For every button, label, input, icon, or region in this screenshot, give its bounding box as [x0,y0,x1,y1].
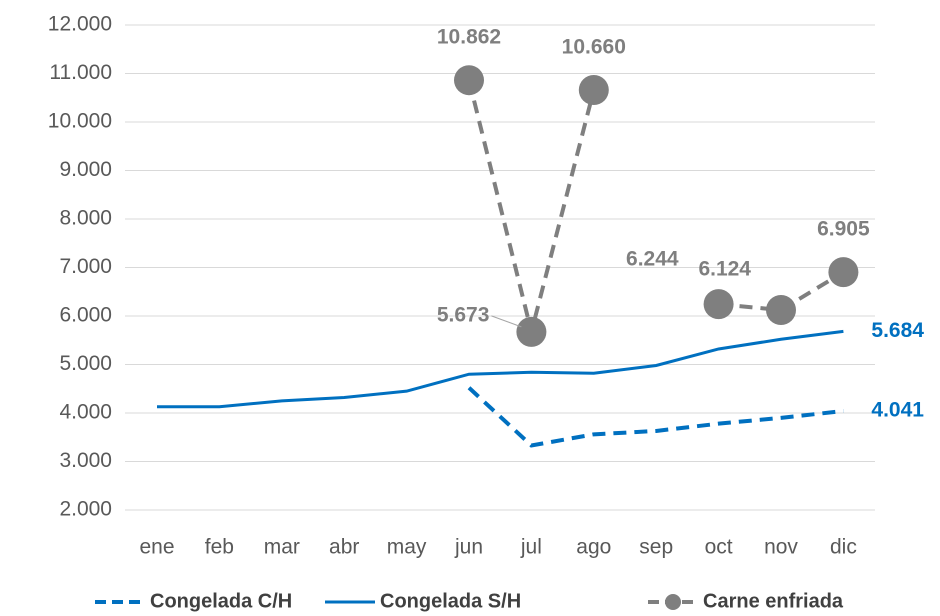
x-tick-label: ene [139,536,174,559]
data-label: 6.244 [626,248,679,271]
series-line [467,386,844,448]
x-tick-label: oct [705,536,733,559]
data-label: 6.124 [698,258,751,281]
y-tick-label: 6.000 [59,304,112,327]
y-tick-label: 4.000 [59,401,112,424]
marker [703,289,734,320]
marker [766,294,796,325]
series-line [467,79,596,333]
series-line [718,270,845,313]
marker [516,316,547,347]
x-tick-label: jun [454,536,483,559]
y-tick-label: 10.000 [48,110,112,133]
leader-line [491,315,522,328]
y-tick-label: 8.000 [59,207,112,230]
data-label: 4.041 [871,399,924,422]
x-tick-label: feb [205,536,234,559]
marker [828,257,859,288]
data-label: 10.660 [562,36,626,59]
y-tick-label: 5.000 [59,352,112,375]
x-tick-label: sep [639,536,673,559]
x-tick-label: abr [329,536,359,559]
y-tick-label: 7.000 [59,255,112,278]
data-label: 10.862 [437,26,501,49]
data-label: 5.684 [871,319,924,342]
data-label: 6.905 [817,218,870,241]
legend-marker [665,594,681,610]
data-label: 5.673 [437,303,490,326]
x-tick-label: jul [520,536,542,559]
series-line [157,329,844,409]
y-tick-label: 9.000 [59,158,112,181]
legend-label: Congelada C/H [150,590,292,612]
legend-label: Congelada S/H [380,590,521,612]
x-tick-label: may [387,536,427,559]
y-tick-label: 11.000 [49,61,112,84]
y-tick-label: 3.000 [59,449,112,472]
y-tick-label: 12.000 [48,13,112,36]
marker [454,65,484,96]
marker [578,74,609,105]
legend-label: Carne enfriada [703,590,844,612]
x-tick-label: ago [576,536,611,559]
x-tick-label: nov [764,536,798,559]
x-tick-label: mar [264,536,300,559]
y-tick-label: 2.000 [59,498,112,521]
x-tick-label: dic [830,536,857,559]
